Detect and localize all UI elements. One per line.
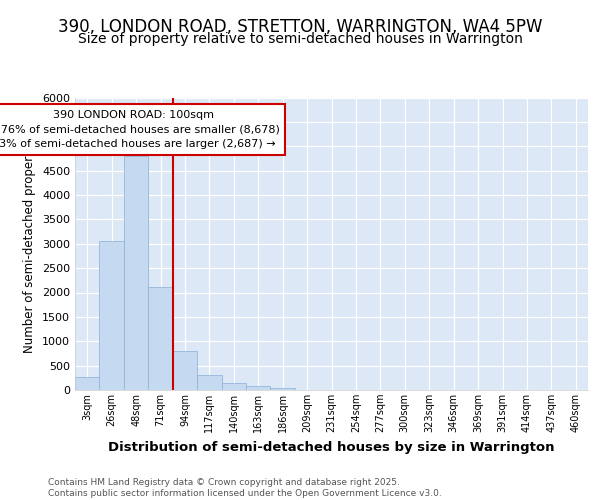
Bar [221, 382, 246, 390]
Bar [173, 351, 197, 390]
Text: 390, LONDON ROAD, STRETTON, WARRINGTON, WA4 5PW: 390, LONDON ROAD, STRETTON, WARRINGTON, … [58, 18, 542, 36]
Text: Size of property relative to semi-detached houses in Warrington: Size of property relative to semi-detach… [77, 32, 523, 46]
X-axis label: Distribution of semi-detached houses by size in Warrington: Distribution of semi-detached houses by … [108, 440, 555, 454]
Bar [271, 388, 295, 390]
Bar [197, 376, 221, 390]
Y-axis label: Number of semi-detached properties: Number of semi-detached properties [23, 134, 37, 353]
Bar [148, 286, 173, 390]
Text: Contains HM Land Registry data © Crown copyright and database right 2025.
Contai: Contains HM Land Registry data © Crown c… [48, 478, 442, 498]
Text: 390 LONDON ROAD: 100sqm
← 76% of semi-detached houses are smaller (8,678)
23% of: 390 LONDON ROAD: 100sqm ← 76% of semi-de… [0, 110, 280, 150]
Bar [100, 242, 124, 390]
Bar [124, 156, 148, 390]
Bar [75, 378, 100, 390]
Bar [246, 386, 271, 390]
